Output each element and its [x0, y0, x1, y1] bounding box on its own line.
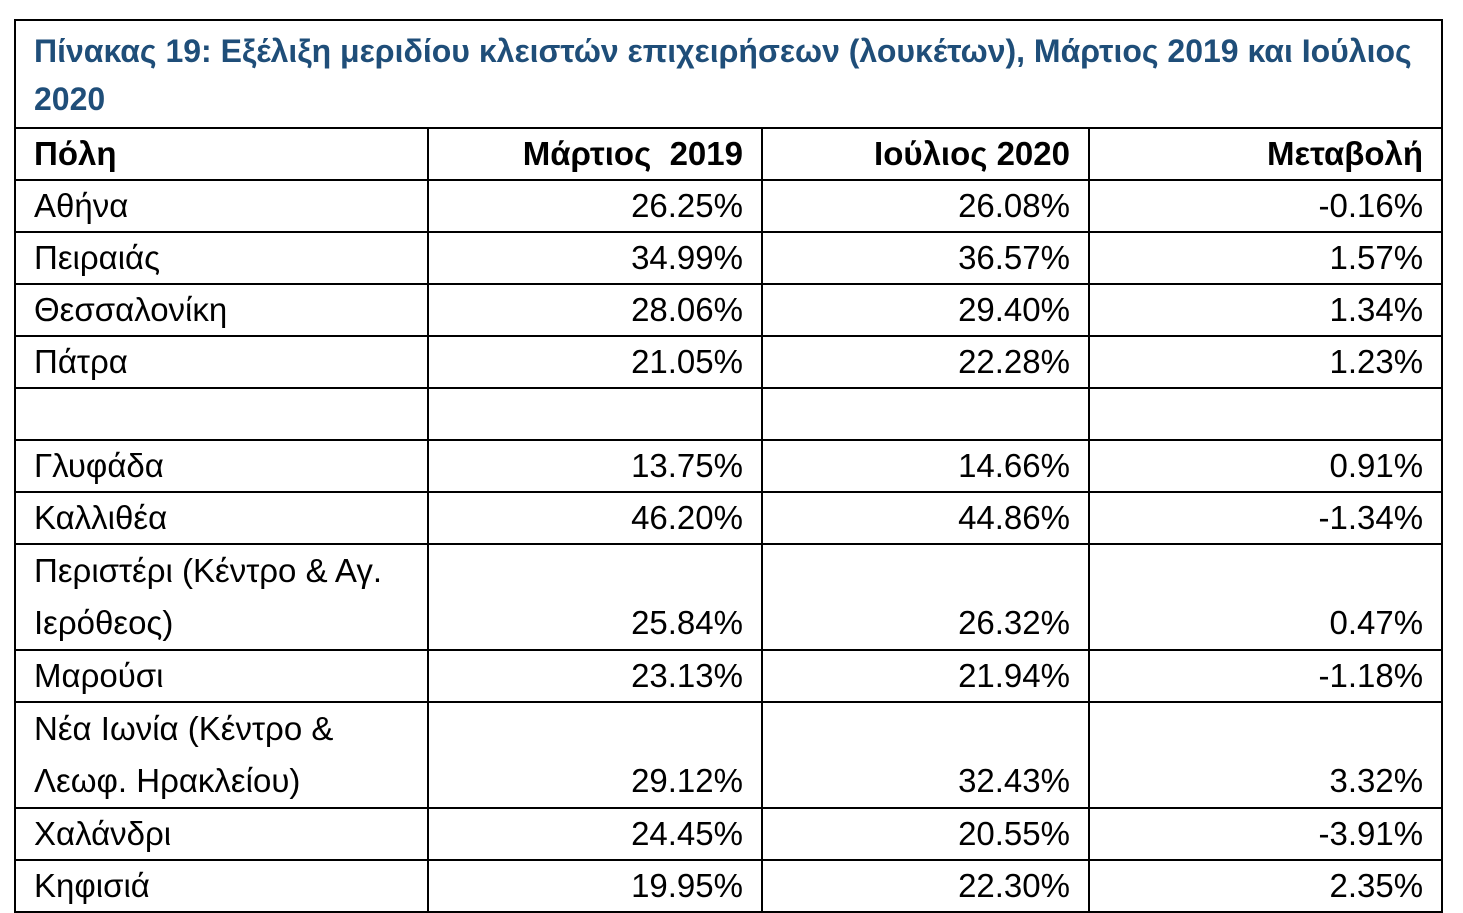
table-row: Θεσσαλονίκη 28.06% 29.40% 1.34% — [14, 283, 1444, 337]
march-2019-cell: 21.05% — [427, 335, 763, 389]
july-2020-cell: 20.55% — [761, 807, 1090, 861]
march-2019-cell: 25.84% — [427, 543, 763, 651]
change-cell: -3.91% — [1087, 807, 1444, 861]
city-cell: Περιστέρι (Κέντρο & Αγ. Ιερόθεος) — [14, 543, 429, 651]
header-march-2019: Μάρτιος 2019 — [427, 127, 763, 181]
city-cell: Θεσσαλονίκη — [14, 283, 429, 337]
july-2020-cell: 29.40% — [761, 283, 1090, 337]
change-cell — [1087, 387, 1444, 441]
july-2020-cell: 21.94% — [761, 649, 1090, 703]
table-row-empty — [14, 387, 1444, 441]
july-2020-cell: 14.66% — [761, 439, 1090, 493]
city-cell: Πάτρα — [14, 335, 429, 389]
header-row: Πόλη Μάρτιος 2019 Ιούλιος 2020 Μεταβολή — [14, 127, 1444, 181]
july-2020-cell: 22.30% — [761, 859, 1090, 913]
july-2020-cell: 32.43% — [761, 701, 1090, 809]
table-row: Περιστέρι (Κέντρο & Αγ. Ιερόθεος) 25.84%… — [14, 543, 1444, 651]
july-2020-cell: 26.08% — [761, 179, 1090, 233]
table-row: Γλυφάδα 13.75% 14.66% 0.91% — [14, 439, 1444, 493]
city-cell: Καλλιθέα — [14, 491, 429, 545]
change-cell: 2.35% — [1087, 859, 1444, 913]
march-2019-cell: 46.20% — [427, 491, 763, 545]
july-2020-cell: 44.86% — [761, 491, 1090, 545]
city-cell: Πειραιάς — [14, 231, 429, 285]
march-2019-cell — [427, 387, 763, 441]
march-2019-cell: 28.06% — [427, 283, 763, 337]
july-2020-cell: 36.57% — [761, 231, 1090, 285]
table-row: Πάτρα 21.05% 22.28% 1.23% — [14, 335, 1444, 389]
header-city: Πόλη — [14, 127, 429, 181]
data-table: Πίνακας 19: Εξέλιξη μεριδίου κλειστών επ… — [13, 19, 1444, 913]
city-cell: Γλυφάδα — [14, 439, 429, 493]
change-cell: 0.47% — [1087, 543, 1444, 651]
table-row: Νέα Ιωνία (Κέντρο & Λεωφ. Ηρακλείου) 29.… — [14, 701, 1444, 809]
city-cell: Αθήνα — [14, 179, 429, 233]
march-2019-cell: 26.25% — [427, 179, 763, 233]
table-row: Μαρούσι 23.13% 21.94% -1.18% — [14, 649, 1444, 703]
change-cell: -0.16% — [1087, 179, 1444, 233]
change-cell: -1.18% — [1087, 649, 1444, 703]
city-cell: Νέα Ιωνία (Κέντρο & Λεωφ. Ηρακλείου) — [14, 701, 429, 809]
city-cell: Κηφισιά — [14, 859, 429, 913]
change-cell: 0.91% — [1087, 439, 1444, 493]
table-row: Πειραιάς 34.99% 36.57% 1.57% — [14, 231, 1444, 285]
table-row: Κηφισιά 19.95% 22.30% 2.35% — [14, 859, 1444, 913]
march-2019-cell: 19.95% — [427, 859, 763, 913]
july-2020-cell: 26.32% — [761, 543, 1090, 651]
change-cell: 1.23% — [1087, 335, 1444, 389]
change-cell: 3.32% — [1087, 701, 1444, 809]
march-2019-cell: 24.45% — [427, 807, 763, 861]
july-2020-cell — [761, 387, 1090, 441]
header-july-2020: Ιούλιος 2020 — [761, 127, 1090, 181]
march-2019-cell: 34.99% — [427, 231, 763, 285]
table-row: Καλλιθέα 46.20% 44.86% -1.34% — [14, 491, 1444, 545]
july-2020-cell: 22.28% — [761, 335, 1090, 389]
table-row: Αθήνα 26.25% 26.08% -0.16% — [14, 179, 1444, 233]
header-change: Μεταβολή — [1087, 127, 1444, 181]
change-cell: 1.57% — [1087, 231, 1444, 285]
change-cell: 1.34% — [1087, 283, 1444, 337]
city-cell: Μαρούσι — [14, 649, 429, 703]
march-2019-cell: 29.12% — [427, 701, 763, 809]
march-2019-cell: 23.13% — [427, 649, 763, 703]
table-row: Χαλάνδρι 24.45% 20.55% -3.91% — [14, 807, 1444, 861]
table-title: Πίνακας 19: Εξέλιξη μεριδίου κλειστών επ… — [13, 19, 1444, 129]
city-cell — [14, 387, 429, 441]
table-body: Αθήνα 26.25% 26.08% -0.16% Πειραιάς 34.9… — [14, 179, 1444, 913]
title-row: Πίνακας 19: Εξέλιξη μεριδίου κλειστών επ… — [13, 19, 1444, 129]
city-cell: Χαλάνδρι — [14, 807, 429, 861]
change-cell: -1.34% — [1087, 491, 1444, 545]
march-2019-cell: 13.75% — [427, 439, 763, 493]
